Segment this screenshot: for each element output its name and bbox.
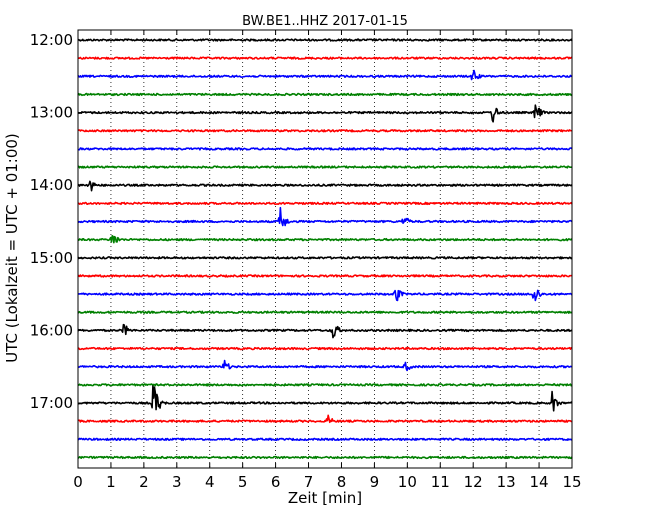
trace-line — [77, 414, 573, 424]
x-tick-label: 5 — [238, 473, 248, 491]
x-axis-ticks: 0 1 2 3 4 5 6 7 8 9 10 11 12 13 14 15 — [73, 30, 582, 491]
x-tick-label: 2 — [139, 473, 149, 491]
trace-line — [77, 69, 573, 81]
trace-line — [77, 359, 573, 372]
x-tick-label: 12 — [464, 473, 483, 491]
traces — [77, 38, 573, 460]
trace-line — [77, 104, 573, 123]
trace-line — [77, 56, 573, 60]
trace-line — [77, 289, 573, 302]
x-tick-label: 10 — [398, 473, 417, 491]
x-tick-label: 8 — [337, 473, 347, 491]
y-tick-label: 13:00 — [30, 104, 73, 122]
trace-line — [77, 92, 573, 97]
trace-line — [77, 323, 573, 339]
trace-line — [77, 201, 573, 206]
x-tick-label: 13 — [497, 473, 516, 491]
y-tick-label: 14:00 — [30, 176, 73, 194]
trace-line — [77, 147, 573, 151]
x-tick-label: 1 — [106, 473, 116, 491]
x-tick-label: 0 — [73, 473, 83, 491]
trace-line — [77, 385, 573, 412]
trace-line — [77, 165, 572, 169]
y-axis-ticks: 12:00 13:00 14:00 15:00 16:00 17:00 — [30, 31, 572, 412]
x-tick-label: 11 — [431, 473, 450, 491]
y-axis-label: UTC (Lokalzeit = UTC + 01:00) — [3, 133, 21, 363]
x-tick-label: 9 — [370, 473, 380, 491]
plot-frame — [77, 29, 573, 469]
trace-line — [77, 346, 573, 351]
x-tick-label: 15 — [562, 473, 581, 491]
trace-line — [77, 455, 573, 460]
trace-line — [77, 129, 573, 133]
trace-line — [77, 310, 573, 314]
x-axis-label: Zeit [min] — [288, 489, 362, 507]
trace-line — [77, 206, 573, 227]
x-tick-label: 3 — [172, 473, 182, 491]
x-tick-label: 4 — [205, 473, 215, 491]
x-tick-label: 6 — [271, 473, 281, 491]
y-tick-label: 15:00 — [30, 249, 73, 267]
y-tick-label: 12:00 — [30, 31, 73, 49]
trace-line — [77, 383, 573, 387]
y-tick-label: 16:00 — [30, 321, 73, 339]
trace-line — [77, 256, 573, 260]
x-tick-label: 14 — [530, 473, 549, 491]
trace-line — [77, 437, 573, 441]
trace-line — [77, 38, 573, 42]
trace-line — [77, 274, 573, 278]
x-tick-label: 7 — [304, 473, 314, 491]
chart-title: BW.BE1..HHZ 2017-01-15 — [242, 14, 408, 29]
trace-line — [77, 234, 573, 244]
y-tick-label: 17:00 — [30, 394, 73, 412]
trace-line — [77, 180, 573, 192]
